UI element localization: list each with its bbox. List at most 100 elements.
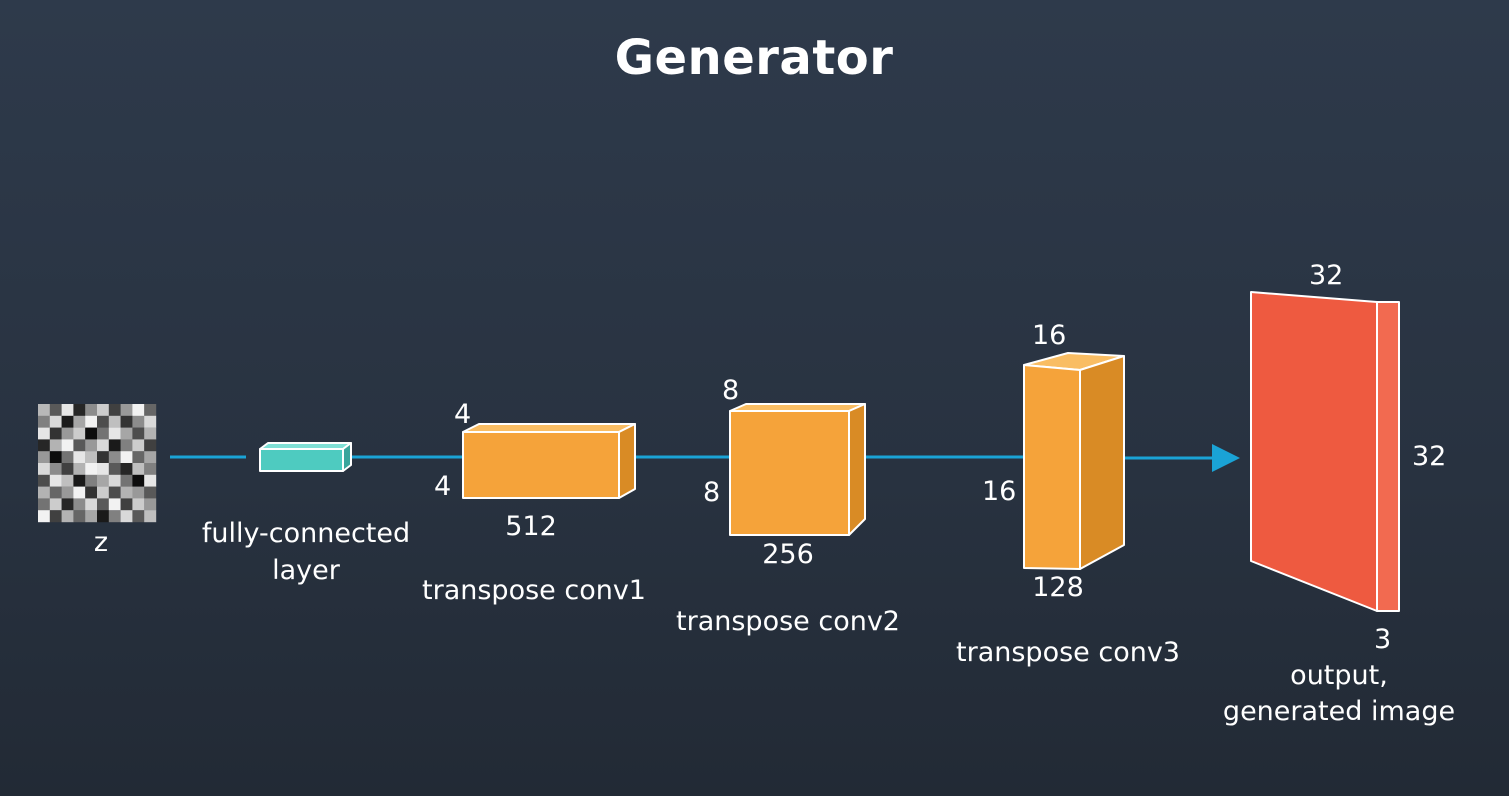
- conv2-title-label: transpose conv2: [676, 606, 900, 637]
- noise-cell: [49, 474, 62, 487]
- noise-cell: [85, 486, 98, 499]
- output-width-label: 32: [1309, 260, 1344, 291]
- output-label-line1: output,: [1290, 660, 1388, 691]
- noise-cell: [73, 427, 86, 440]
- noise-cell: [49, 451, 62, 464]
- noise-cell: [73, 474, 86, 487]
- noise-cell: [120, 427, 133, 440]
- noise-cell: [144, 415, 157, 428]
- output-depth-label: 3: [1374, 624, 1392, 655]
- noise-cell: [144, 510, 157, 523]
- noise-cell: [61, 427, 74, 440]
- noise-cell: [38, 404, 50, 416]
- noise-cell: [132, 415, 145, 428]
- conv1-title-label: transpose conv1: [422, 575, 646, 606]
- noise-cell: [120, 474, 133, 487]
- noise-cell: [73, 451, 86, 464]
- noise-cell: [61, 474, 74, 487]
- noise-cell: [85, 451, 98, 464]
- noise-cell: [132, 463, 145, 475]
- conv3-depth-label: 128: [1032, 572, 1084, 603]
- noise-cell: [38, 510, 50, 523]
- noise-cell: [85, 427, 98, 440]
- noise-cell: [61, 510, 74, 523]
- noise-cell: [61, 404, 74, 416]
- noise-cell: [132, 451, 145, 464]
- noise-cell: [97, 510, 109, 523]
- noise-cell: [61, 439, 74, 452]
- conv2-height-label: 8: [722, 375, 740, 406]
- noise-cell: [120, 510, 133, 523]
- noise-cell: [132, 439, 145, 452]
- conv1-depth-label: 512: [505, 511, 557, 542]
- noise-cell: [97, 427, 109, 440]
- noise-cell: [144, 439, 157, 452]
- noise-cell: [85, 415, 98, 428]
- noise-cell: [97, 404, 109, 416]
- noise-cell: [108, 498, 121, 511]
- noise-input-image: [38, 404, 157, 523]
- noise-cell: [85, 404, 98, 416]
- noise-cell: [85, 463, 98, 475]
- noise-cell: [108, 474, 121, 487]
- noise-cell: [73, 498, 86, 511]
- arrow-head: [1212, 444, 1240, 472]
- noise-cell: [120, 486, 133, 499]
- noise-cell: [144, 486, 157, 499]
- diagram-title: Generator: [614, 30, 894, 86]
- noise-cell: [144, 404, 157, 416]
- noise-cell: [144, 427, 157, 440]
- noise-cell: [85, 510, 98, 523]
- noise-cell: [49, 427, 62, 440]
- noise-cell: [132, 510, 145, 523]
- conv2-depth-label: 256: [762, 539, 814, 570]
- output-height-label: 32: [1412, 441, 1447, 472]
- noise-cell: [73, 486, 86, 499]
- noise-cell: [38, 486, 50, 499]
- noise-cell: [85, 498, 98, 511]
- noise-cell: [144, 463, 157, 475]
- noise-cell: [108, 510, 121, 523]
- noise-cell: [132, 427, 145, 440]
- noise-cell: [97, 415, 109, 428]
- conv2-width-label: 8: [703, 477, 721, 508]
- output-label-line2: generated image: [1222, 696, 1456, 727]
- conv3-height-label: 16: [1032, 320, 1067, 351]
- noise-cell: [120, 463, 133, 475]
- noise-cell: [108, 439, 121, 452]
- noise-cell: [49, 510, 62, 523]
- noise-cell: [38, 427, 50, 440]
- noise-cell: [97, 463, 109, 475]
- noise-cell: [38, 439, 50, 452]
- noise-cell: [61, 463, 74, 475]
- noise-cell: [97, 439, 109, 452]
- noise-cell: [38, 474, 50, 487]
- noise-cell: [73, 463, 86, 475]
- noise-cell: [108, 427, 121, 440]
- noise-cell: [108, 415, 121, 428]
- noise-cell: [108, 486, 121, 499]
- noise-cell: [120, 498, 133, 511]
- noise-cell: [61, 498, 74, 511]
- noise-cell: [49, 404, 62, 416]
- conv1-width-label: 4: [434, 471, 452, 502]
- noise-cell: [120, 439, 133, 452]
- noise-cell: [120, 404, 133, 416]
- fc-layer-block: [259, 442, 352, 472]
- noise-cell: [73, 510, 86, 523]
- conv3-width-label: 16: [982, 476, 1017, 507]
- noise-cell: [132, 474, 145, 487]
- noise-cell: [120, 451, 133, 464]
- noise-cell: [85, 474, 98, 487]
- noise-cell: [49, 415, 62, 428]
- noise-cell: [38, 463, 50, 475]
- noise-cell: [85, 439, 98, 452]
- noise-cell: [97, 451, 109, 464]
- noise-cell: [73, 439, 86, 452]
- conv3-block: [1023, 352, 1125, 570]
- fc-layer-label-line2: layer: [272, 555, 340, 586]
- noise-cell: [38, 415, 50, 428]
- noise-cell: [132, 404, 145, 416]
- noise-cell: [61, 486, 74, 499]
